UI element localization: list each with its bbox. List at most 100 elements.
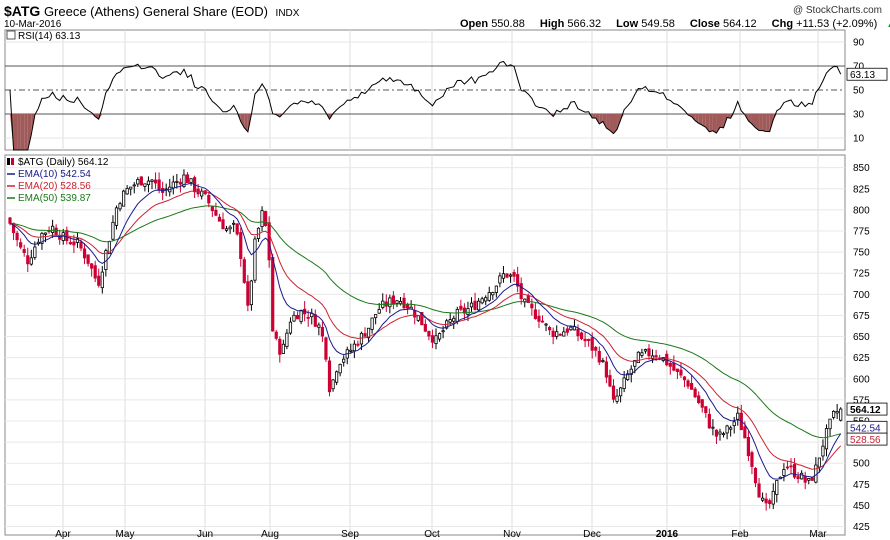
up-triangle-icon: ▲ bbox=[886, 19, 890, 29]
chg-label: Chg bbox=[771, 18, 794, 30]
rsi-oversold-fill bbox=[13, 114, 18, 150]
chg-value: +11.53 (+2.09%) bbox=[796, 18, 878, 30]
candle-body bbox=[753, 467, 758, 484]
candle-body bbox=[232, 222, 236, 225]
candle-body bbox=[789, 465, 793, 468]
title-label: Greece (Athens) General Share (EOD) bbox=[43, 4, 268, 19]
candle-body bbox=[626, 373, 630, 381]
candle-body bbox=[675, 368, 680, 372]
rsi-oversold-fill bbox=[705, 114, 710, 132]
candle-body bbox=[494, 285, 498, 293]
candle-body bbox=[697, 395, 701, 404]
rsi-oversold-fill bbox=[755, 114, 760, 131]
candle-body bbox=[544, 323, 548, 326]
candle-body bbox=[139, 176, 143, 186]
candle-body bbox=[249, 280, 253, 306]
candle-body bbox=[533, 309, 538, 319]
rsi-oversold-fill bbox=[759, 114, 763, 131]
rsi-value-badge: 63.13 bbox=[850, 70, 875, 81]
candle-body bbox=[807, 478, 811, 481]
candle-body bbox=[828, 418, 832, 430]
candle-body bbox=[839, 408, 843, 421]
candle-body bbox=[597, 350, 601, 363]
candle-body bbox=[441, 330, 445, 333]
rsi-oversold-fill bbox=[766, 114, 770, 132]
ema20-badge-box bbox=[846, 432, 888, 446]
candle-body bbox=[519, 283, 523, 300]
candle-body bbox=[239, 232, 243, 260]
candle-body bbox=[498, 275, 502, 284]
candle-body bbox=[636, 351, 640, 364]
x-tick-label: Apr bbox=[55, 529, 71, 540]
rsi-line bbox=[9, 60, 842, 151]
candle-body bbox=[171, 181, 175, 189]
price-panel bbox=[4, 154, 846, 536]
candle-body bbox=[480, 298, 484, 304]
candle-body bbox=[413, 310, 417, 318]
candle-body bbox=[576, 328, 580, 337]
candle-body bbox=[274, 331, 278, 339]
rsi-value-badge-box bbox=[846, 67, 888, 81]
candle-body bbox=[590, 337, 594, 351]
legend-ema20: EMA(20) 528.56 bbox=[18, 181, 91, 192]
candle-body bbox=[548, 327, 552, 331]
candle-body bbox=[324, 337, 328, 360]
candle-body bbox=[207, 195, 211, 204]
candle-body bbox=[377, 309, 381, 314]
candle-body bbox=[452, 317, 456, 322]
candle-body bbox=[792, 464, 797, 478]
close-label: Close bbox=[689, 18, 720, 30]
candle-body bbox=[484, 297, 488, 302]
candle-body bbox=[143, 183, 147, 187]
candle-body bbox=[555, 331, 559, 337]
candle-body bbox=[395, 300, 399, 304]
candle-body bbox=[565, 328, 569, 333]
rsi-oversold-fill bbox=[20, 114, 25, 150]
rsi-oversold-fill bbox=[592, 114, 596, 118]
candle-body bbox=[349, 349, 353, 352]
candle-body bbox=[217, 216, 222, 222]
candle-body bbox=[643, 349, 648, 352]
candle-body bbox=[292, 314, 296, 322]
candle-body bbox=[619, 387, 623, 397]
candle-body bbox=[40, 232, 44, 244]
price-tick-label: 850 bbox=[853, 163, 870, 174]
rsi-oversold-fill bbox=[762, 114, 767, 132]
rsi-oversold-fill bbox=[609, 114, 614, 134]
candle-body bbox=[686, 380, 690, 387]
candle-body bbox=[129, 186, 133, 190]
rsi-oversold-fill bbox=[588, 114, 593, 118]
candle-body bbox=[459, 305, 463, 310]
x-tick-label: Dec bbox=[583, 529, 601, 540]
x-tick-label: Nov bbox=[503, 529, 521, 540]
candle-body bbox=[246, 281, 250, 306]
price-tick-label: 675 bbox=[853, 311, 870, 322]
candle-body bbox=[391, 295, 396, 305]
ema20-line bbox=[9, 190, 842, 470]
rsi-oversold-fill bbox=[712, 114, 717, 134]
legend-candle-swatch bbox=[11, 158, 14, 165]
candle-body bbox=[366, 327, 371, 339]
candle-body bbox=[398, 300, 403, 304]
candle-body bbox=[611, 385, 616, 400]
candle-body bbox=[775, 480, 779, 495]
candle-body bbox=[33, 246, 37, 258]
candle-body bbox=[285, 332, 289, 347]
candle-body bbox=[569, 326, 573, 331]
close-badge-box bbox=[846, 402, 888, 416]
candle-body bbox=[768, 500, 772, 504]
candle-body bbox=[114, 207, 119, 226]
candle-body bbox=[178, 181, 182, 185]
x-tick-label: May bbox=[116, 529, 135, 540]
candle-body bbox=[732, 421, 736, 427]
price-tick-label: 425 bbox=[853, 522, 870, 533]
candle-body bbox=[352, 343, 356, 352]
candle-body bbox=[501, 273, 506, 279]
candle-body bbox=[711, 426, 715, 429]
watermark: @ StockCharts.com bbox=[792, 5, 882, 16]
candle-body bbox=[26, 255, 30, 265]
candle-body bbox=[420, 311, 424, 326]
rsi-tick-label: 30 bbox=[853, 110, 865, 121]
rsi-oversold-fill bbox=[698, 114, 703, 126]
candle-body bbox=[313, 314, 317, 327]
